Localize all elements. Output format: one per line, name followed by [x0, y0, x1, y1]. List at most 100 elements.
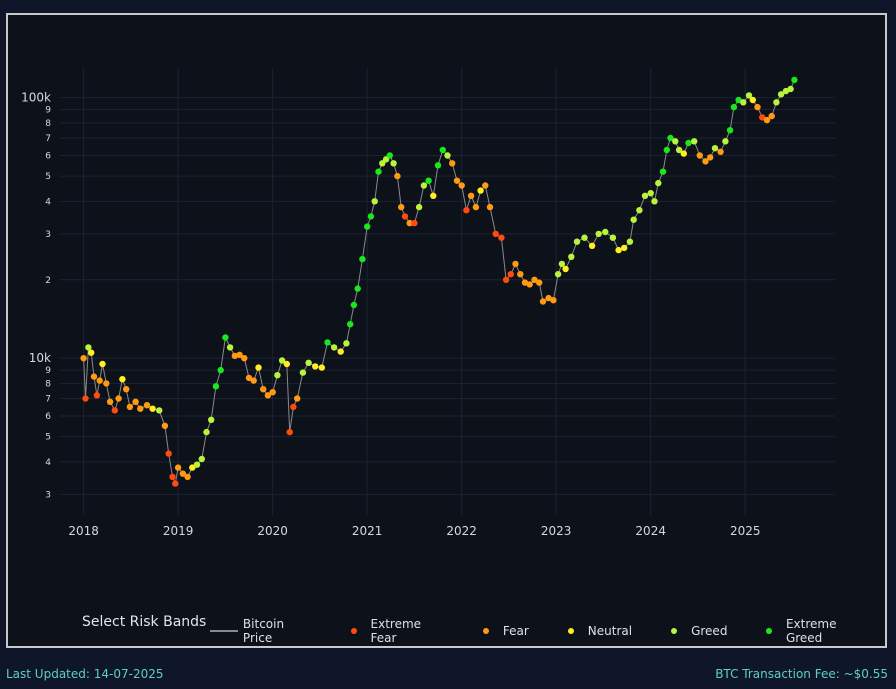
legend-item-extreme-greed[interactable]: Extreme Greed: [754, 617, 869, 645]
x-tick-label: 2024: [635, 524, 666, 538]
price-point: [85, 344, 92, 351]
price-point: [217, 366, 224, 374]
price-point: [768, 112, 775, 120]
price-point: [80, 355, 87, 362]
price-point: [425, 177, 432, 184]
price-point: [581, 234, 588, 241]
price-point: [203, 428, 210, 436]
price-point: [444, 152, 451, 159]
price-point: [573, 238, 581, 245]
price-point: [526, 281, 533, 288]
price-point: [255, 364, 262, 371]
price-point: [149, 405, 156, 412]
y-tick-label: 100k: [21, 91, 51, 105]
price-point: [545, 294, 552, 302]
price-point: [390, 160, 397, 167]
legend-item-extreme-fear[interactable]: Extreme Fear: [339, 617, 444, 645]
x-tick-label: 2025: [730, 524, 761, 538]
legend-label: Greed: [691, 624, 728, 638]
legend-label: Extreme Fear: [370, 617, 422, 645]
price-point: [588, 242, 596, 249]
price-point: [754, 103, 761, 111]
price-point: [696, 152, 703, 159]
price-point: [106, 398, 114, 405]
price-point: [663, 146, 670, 154]
price-point: [745, 92, 753, 99]
price-point: [137, 405, 144, 412]
price-point: [536, 279, 543, 286]
price-point: [354, 285, 361, 292]
price-point: [472, 203, 480, 211]
price-point: [659, 168, 667, 175]
grid: [60, 68, 835, 515]
price-point: [143, 402, 151, 409]
y-tick-label: 3: [45, 490, 51, 500]
price-point: [486, 203, 494, 211]
legend-label: Bitcoin Price: [242, 617, 285, 645]
price-point: [415, 203, 423, 211]
legend-item-bitcoin-price[interactable]: Bitcoin Price: [210, 617, 312, 645]
y-tick-label: 4: [45, 197, 51, 207]
legend-label: Fear: [502, 624, 529, 638]
price-point: [667, 134, 674, 142]
price-point: [350, 301, 358, 309]
price-point: [318, 364, 325, 371]
chart-frame: [6, 13, 887, 648]
price-point: [184, 473, 191, 481]
price-point: [132, 398, 139, 405]
price-point: [406, 219, 413, 227]
price-point: [359, 255, 366, 263]
price-point: [726, 127, 734, 134]
price-point: [312, 363, 319, 370]
price-point: [550, 297, 557, 304]
price-point: [245, 374, 253, 382]
price-point: [386, 152, 393, 159]
legend-title: Select Risk Bands: [82, 614, 207, 630]
price-point: [492, 230, 499, 238]
price-point: [651, 198, 658, 205]
price-point: [364, 223, 371, 230]
price-point: [269, 389, 276, 396]
dot-swatch: [766, 628, 772, 634]
legend-item-greed[interactable]: Greed: [659, 624, 727, 638]
price-point: [655, 179, 662, 187]
price-point: [595, 230, 602, 238]
price-point: [401, 213, 409, 220]
y-tick-label: 8: [45, 379, 51, 389]
legend-item-neutral[interactable]: Neutral: [556, 624, 632, 638]
price-point: [274, 372, 281, 379]
price-point: [539, 298, 547, 305]
legend-item-fear[interactable]: Fear: [471, 624, 529, 638]
price-point: [691, 138, 698, 145]
dot-swatch: [482, 628, 489, 634]
price-point: [507, 271, 514, 278]
price-point: [568, 253, 575, 260]
price-point: [198, 455, 205, 463]
price-point: [371, 198, 378, 205]
price-point: [717, 148, 724, 155]
price-point: [641, 192, 649, 199]
price-point: [647, 190, 654, 197]
price-point: [512, 260, 519, 268]
x-tick-label: 2020: [257, 524, 288, 538]
price-point: [278, 357, 286, 364]
price-point: [453, 177, 461, 184]
price-point: [615, 246, 622, 254]
legend-label: Neutral: [587, 624, 633, 638]
price-point: [562, 265, 569, 273]
price-point: [430, 192, 437, 199]
price-point: [675, 146, 683, 154]
y-tick-label: 6: [45, 412, 51, 422]
price-point: [759, 114, 766, 121]
price-point: [260, 386, 267, 393]
price-point: [411, 219, 418, 227]
price-point: [367, 213, 375, 220]
y-tick-label: 5: [45, 172, 51, 182]
price-point: [96, 377, 103, 384]
price-point: [502, 276, 510, 283]
price-point: [93, 392, 101, 399]
price-point: [394, 172, 401, 180]
price-point: [299, 369, 307, 376]
price-point: [680, 150, 687, 157]
price-point: [707, 154, 714, 161]
